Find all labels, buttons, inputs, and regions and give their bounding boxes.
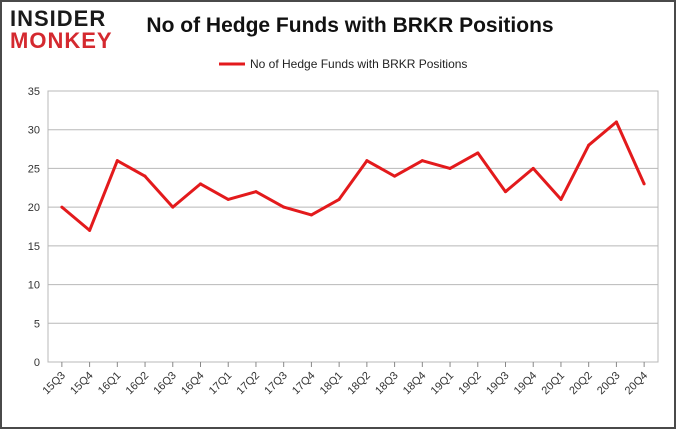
data-point <box>476 151 480 155</box>
x-axis: 15Q3 15Q4 16Q1 16Q2 16Q3 16Q4 17Q1 17Q2 17Q3 17Q4… <box>40 362 650 397</box>
x-tick-label: 17Q3 <box>262 370 290 398</box>
x-tick-label: 17Q4 <box>290 370 318 398</box>
data-point <box>143 174 147 178</box>
data-point <box>282 205 286 209</box>
x-tick-label: 19Q3 <box>484 370 512 398</box>
data-point <box>504 190 507 194</box>
y-tick-label: 0 <box>34 357 40 369</box>
x-tick-label: 15Q4 <box>68 370 96 398</box>
x-tick-label: 18Q4 <box>401 370 429 398</box>
x-tick-label: 19Q1 <box>429 370 457 398</box>
series-group <box>60 120 646 232</box>
insider-monkey-logo: INSIDER MONKEY <box>10 8 128 58</box>
data-point <box>115 159 119 163</box>
x-tick-label: 15Q3 <box>40 370 68 398</box>
x-tick-label: 20Q3 <box>595 370 623 398</box>
y-tick-label: 25 <box>28 163 40 175</box>
logo-line-1: INSIDER <box>10 6 107 31</box>
x-tick-label: 20Q1 <box>540 370 568 398</box>
x-tick-label: 17Q1 <box>207 370 235 398</box>
x-tick-label: 16Q3 <box>151 370 179 398</box>
data-point <box>88 228 92 232</box>
y-tick-label: 5 <box>34 318 40 330</box>
y-axis: 0 5 10 15 20 25 30 35 <box>28 86 40 369</box>
logo-line-2: MONKEY <box>10 28 113 53</box>
data-point <box>587 143 591 147</box>
x-tick-label: 18Q3 <box>373 370 401 398</box>
data-point <box>642 182 646 186</box>
data-point <box>420 159 424 163</box>
x-tick-label: 16Q1 <box>96 370 124 398</box>
data-point <box>309 213 313 217</box>
data-point <box>337 197 341 201</box>
legend: No of Hedge Funds with BRKR Positions <box>219 57 467 71</box>
data-point <box>559 197 563 201</box>
data-point <box>60 205 64 209</box>
x-tick-label: 16Q2 <box>124 370 152 398</box>
x-tick-label: 18Q2 <box>345 370 373 398</box>
data-point <box>171 205 175 209</box>
x-tick-label: 18Q1 <box>318 370 346 398</box>
y-tick-label: 35 <box>28 86 40 98</box>
chart-title: No of Hedge Funds with BRKR Positions <box>146 14 554 37</box>
plot-border <box>47 90 659 363</box>
x-tick-label: 19Q4 <box>512 370 540 398</box>
data-point <box>531 166 535 170</box>
x-tick-label: 19Q2 <box>456 370 484 398</box>
y-tick-label: 10 <box>28 280 40 292</box>
x-tick-label: 20Q2 <box>567 370 595 398</box>
y-tick-label: 30 <box>28 125 40 137</box>
x-tick-label: 17Q2 <box>235 370 263 398</box>
data-point <box>448 166 452 170</box>
x-tick-label: 16Q4 <box>179 370 207 398</box>
data-point <box>365 159 369 163</box>
y-tick-label: 20 <box>28 202 40 214</box>
y-tick-label: 15 <box>28 241 40 253</box>
x-tick-label: 20Q4 <box>623 370 651 398</box>
data-point <box>226 197 230 201</box>
gridlines <box>47 90 659 363</box>
data-point <box>254 190 258 194</box>
data-point <box>199 182 202 186</box>
data-point <box>614 120 618 124</box>
data-point <box>393 174 397 178</box>
series-line <box>60 120 646 232</box>
legend-label: No of Hedge Funds with BRKR Positions <box>250 57 467 71</box>
